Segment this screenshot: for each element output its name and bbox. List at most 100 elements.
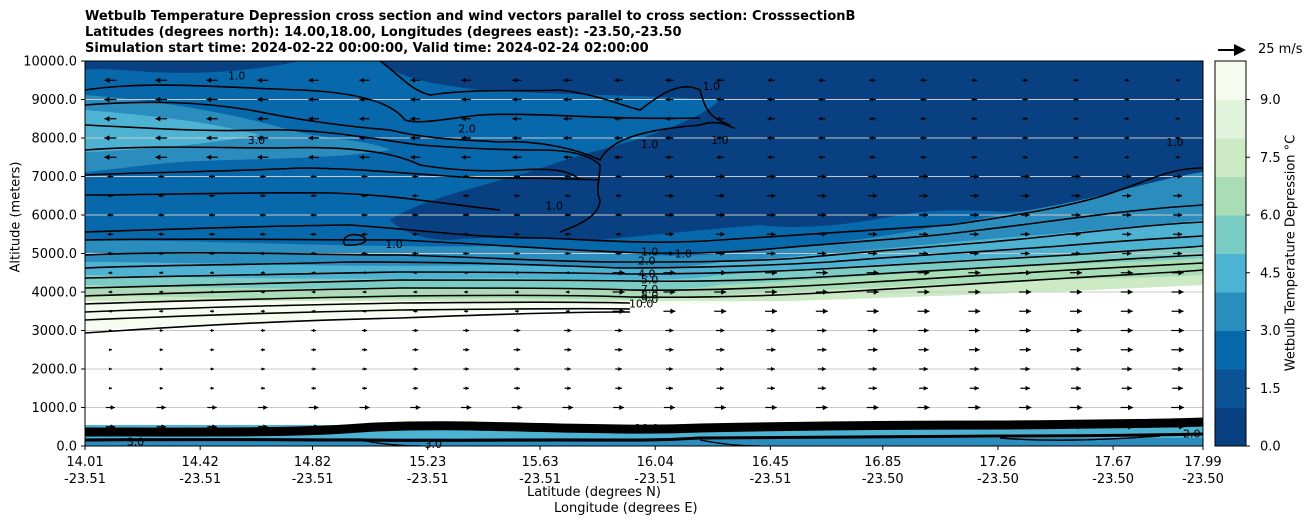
wind-vector — [359, 154, 370, 160]
wind-vector — [665, 155, 674, 160]
wind-vector — [410, 135, 421, 141]
wind-vector — [716, 97, 725, 102]
contour-line — [85, 167, 601, 181]
contour-line — [85, 84, 701, 123]
wind-vector — [210, 367, 214, 371]
wind-vector — [159, 309, 164, 313]
contour-label: 1.0 — [1166, 136, 1184, 149]
wind-vector — [1120, 289, 1133, 295]
wind-vector — [311, 347, 317, 352]
wind-vector — [107, 213, 114, 217]
wind-vector — [210, 290, 215, 294]
wind-vector — [1171, 404, 1184, 411]
wind-vector — [663, 424, 675, 430]
contour-label: 3.0 — [248, 134, 266, 147]
wind-vector — [1020, 174, 1030, 179]
reference-vector-label: 25 m/s — [1258, 42, 1303, 57]
wind-vector — [917, 424, 930, 430]
colorbar-segment — [1215, 330, 1246, 351]
contour-label: 9.0 — [641, 293, 659, 306]
colorbar-tick-label: 9.0 — [1260, 93, 1281, 108]
wind-vector — [564, 347, 572, 352]
wind-vector — [207, 405, 217, 410]
wind-vector — [1070, 327, 1082, 334]
wind-vector — [665, 347, 674, 352]
wind-vector — [665, 366, 673, 372]
wind-vector — [866, 270, 879, 276]
wind-vector — [766, 328, 776, 333]
wind-vector — [715, 193, 725, 199]
x-tick-label-lat: 17.67 — [1095, 455, 1132, 470]
wind-vector — [869, 78, 876, 83]
wind-vector — [463, 193, 470, 198]
wind-vector — [257, 96, 269, 103]
contour-label: 1.0 — [545, 199, 563, 212]
y-tick-label: 4000.0 — [32, 286, 78, 301]
colorbar-tick-label: 4.5 — [1260, 266, 1281, 281]
wind-vector — [210, 386, 214, 390]
y-tick-label: 6000.0 — [32, 209, 78, 224]
x-tick-label-lat: 16.04 — [637, 455, 674, 470]
wind-vector — [815, 270, 828, 276]
wind-vector — [868, 193, 878, 199]
wind-vector — [1171, 308, 1184, 314]
wind-vector — [512, 135, 522, 141]
wind-vector — [311, 271, 316, 275]
y-tick-label: 2000.0 — [32, 363, 78, 378]
wind-vector — [209, 193, 216, 198]
wind-vector — [1122, 231, 1132, 237]
wind-vector — [1022, 78, 1028, 83]
contour-line — [85, 235, 1203, 269]
wind-vector — [362, 271, 367, 275]
wind-vector — [410, 77, 421, 83]
wind-vector — [412, 367, 418, 371]
wind-vector — [563, 97, 573, 102]
wind-vector — [766, 231, 776, 237]
wind-vector — [1073, 155, 1079, 160]
wind-vector — [1022, 116, 1028, 121]
wind-vector — [767, 135, 775, 141]
wind-vector — [412, 328, 419, 333]
wind-vector — [108, 290, 113, 294]
wind-vector — [361, 328, 368, 333]
wind-vector — [260, 290, 265, 294]
colorbar-segment — [1215, 349, 1246, 370]
wind-vector — [714, 404, 726, 411]
wind-vector — [410, 405, 421, 410]
y-tick-label: 8000.0 — [32, 132, 78, 147]
wind-vector — [513, 328, 521, 333]
wind-vector — [1173, 193, 1183, 199]
wind-vector — [920, 116, 927, 121]
wind-vector — [968, 327, 980, 334]
wind-vector — [1071, 385, 1081, 391]
wind-vector — [308, 116, 319, 122]
wind-vector — [564, 386, 571, 391]
wind-vector — [1069, 308, 1082, 314]
wind-vector — [210, 309, 215, 313]
contour-line — [85, 146, 581, 181]
wind-vector — [1172, 385, 1183, 391]
wind-vector — [612, 308, 625, 314]
wind-vector — [1019, 404, 1032, 411]
wind-vector — [1069, 289, 1082, 295]
wind-vector — [260, 348, 266, 352]
contour-label: 3.0 — [425, 438, 443, 451]
y-tick-label: 5000.0 — [32, 247, 78, 262]
wind-vector — [310, 193, 317, 198]
wind-vector — [716, 155, 725, 160]
wind-vector — [359, 405, 370, 410]
y-axis-label: Altitude (meters) — [8, 161, 24, 273]
wind-vector — [412, 174, 419, 179]
wind-vector — [108, 309, 113, 313]
wind-vector — [1124, 78, 1130, 82]
wind-vector — [311, 386, 316, 390]
wind-vector — [1019, 327, 1031, 334]
wind-vector — [663, 404, 675, 411]
wind-vector — [869, 97, 876, 102]
wind-vector — [716, 347, 725, 353]
wind-vector — [968, 289, 981, 295]
wind-vector — [1020, 231, 1030, 237]
wind-vector — [869, 155, 876, 160]
contour-lines — [85, 61, 1203, 334]
contour-line — [85, 101, 736, 162]
